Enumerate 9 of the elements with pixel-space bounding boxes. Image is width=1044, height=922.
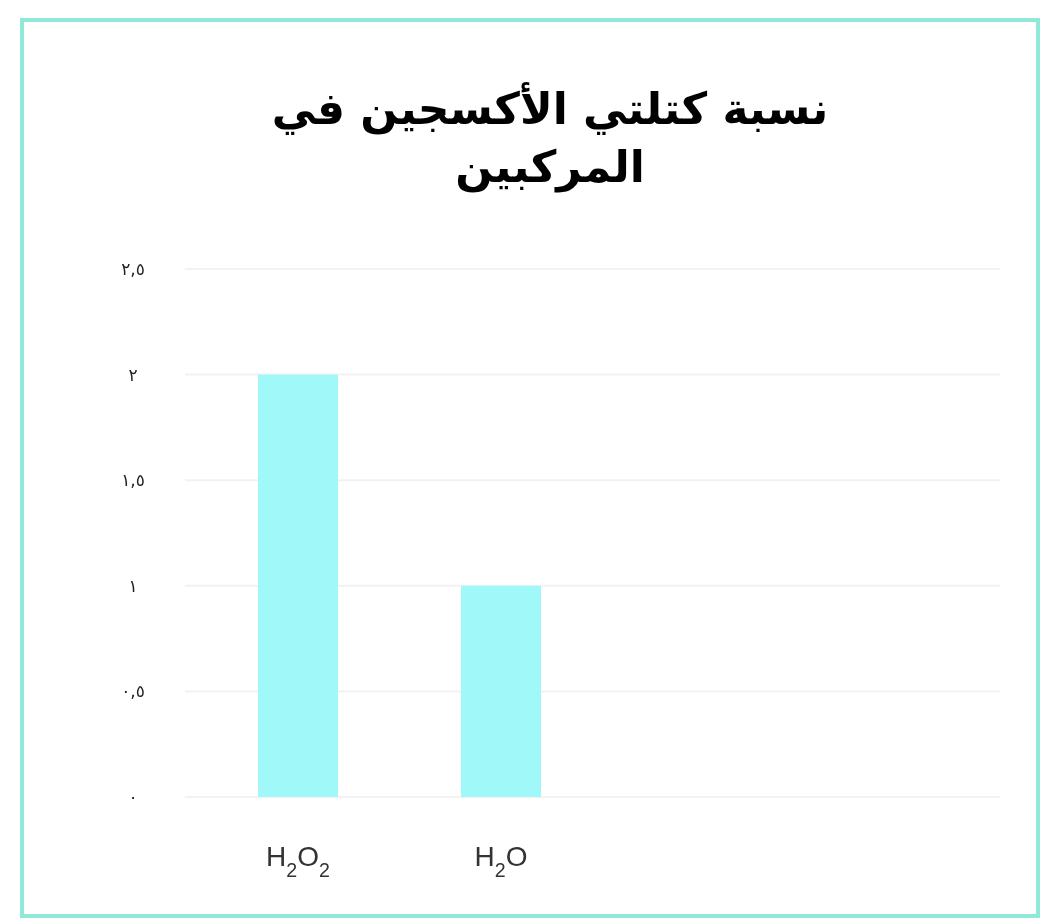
y-tick-label: ٠: [128, 787, 138, 807]
y-tick-label: ١: [128, 575, 138, 596]
y-tick-label: ٢,٥: [121, 259, 145, 279]
chart-title: نسبة كتلتي الأكسجين في المركبين: [270, 81, 830, 195]
y-tick-label: ٢: [128, 364, 138, 385]
x-tick-label: H$_{2}$O$_{2}$: [266, 841, 330, 881]
y-tick-label: ٠,٥: [121, 681, 145, 702]
x-tick-label: H$_{2}$O: [474, 841, 528, 881]
y-tick-label: ١,٥: [121, 470, 145, 491]
